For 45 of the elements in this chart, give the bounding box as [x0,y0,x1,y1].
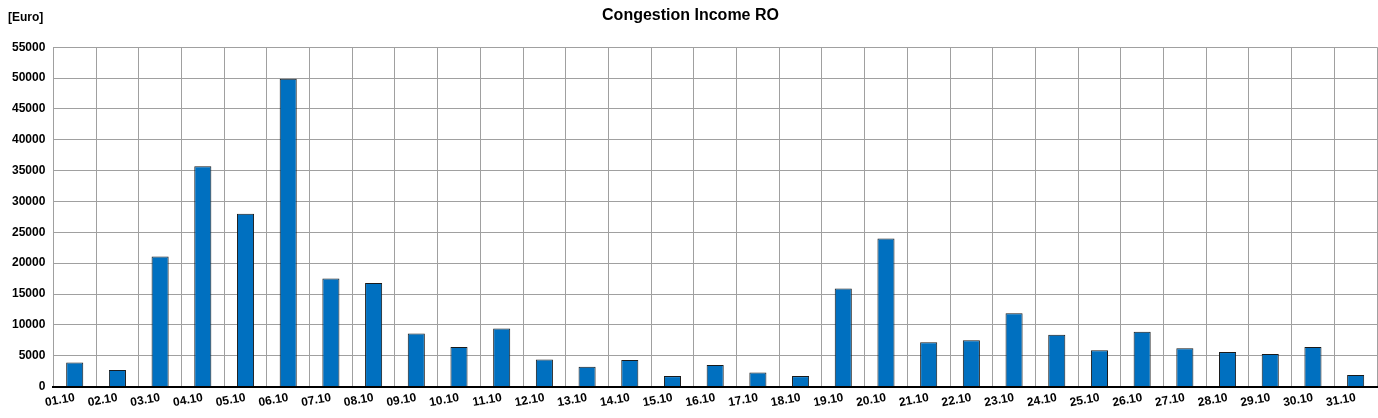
x-tick-label: 19.10 [812,390,845,410]
x-tick-label: 03.10 [129,390,162,410]
x-tick-label: 21.10 [897,390,931,410]
x-tick-label: 05.10 [214,390,247,410]
x-tick-label: 25.10 [1068,390,1101,410]
y-tick-label: 15000 [11,286,46,301]
x-tick-label: 18.10 [769,390,802,410]
y-tick-label: 40000 [11,132,46,147]
x-tick-label: 27.10 [1153,390,1187,410]
x-tick-label: 31.10 [1324,390,1358,410]
x-tick-label: 16.10 [684,390,717,410]
x-tick-label: 11.10 [471,390,504,410]
y-tick-label: 5000 [18,348,46,363]
x-tick-label: 01.10 [43,390,77,410]
x-tick-label: 12.10 [513,390,546,410]
y-tick-label: 0 [38,378,46,393]
x-tick-label: 15.10 [641,390,674,410]
x-tick-label: 29.10 [1239,390,1272,410]
x-tick-label: 09.10 [385,390,418,410]
y-tick-label: 10000 [11,317,46,332]
chart-title: Congestion Income RO [602,6,779,24]
x-tick-label: 30.10 [1282,390,1315,410]
x-tick-label: 26.10 [1111,390,1144,410]
y-tick-label: 45000 [11,101,46,116]
x-tick-label: 22.10 [940,390,973,410]
y-tick-label: 25000 [11,224,46,239]
y-axis-title: [Euro] [8,10,44,25]
x-tick-label: 02.10 [86,390,119,410]
y-tick-label: 30000 [11,193,46,208]
x-tick-label: 10.10 [428,390,461,410]
x-tick-label: 14.10 [598,390,632,410]
x-tick-label: 28.10 [1196,390,1229,410]
x-tick-label: 24.10 [1025,390,1059,410]
x-tick-label: 04.10 [171,390,205,410]
y-tick-label: 55000 [11,39,46,54]
y-tick-label: 50000 [11,70,46,85]
x-tick-label: 20.10 [855,390,888,410]
x-tick-label: 08.10 [342,390,376,410]
x-tick-label: 23.10 [983,390,1016,410]
x-tick-label: 06.10 [257,390,290,410]
x-tick-label: 13.10 [556,390,589,410]
y-tick-label: 35000 [11,162,46,177]
x-tick-label: 07.10 [299,390,333,410]
x-tick-label: 17.10 [726,390,760,410]
y-tick-label: 20000 [11,255,46,270]
